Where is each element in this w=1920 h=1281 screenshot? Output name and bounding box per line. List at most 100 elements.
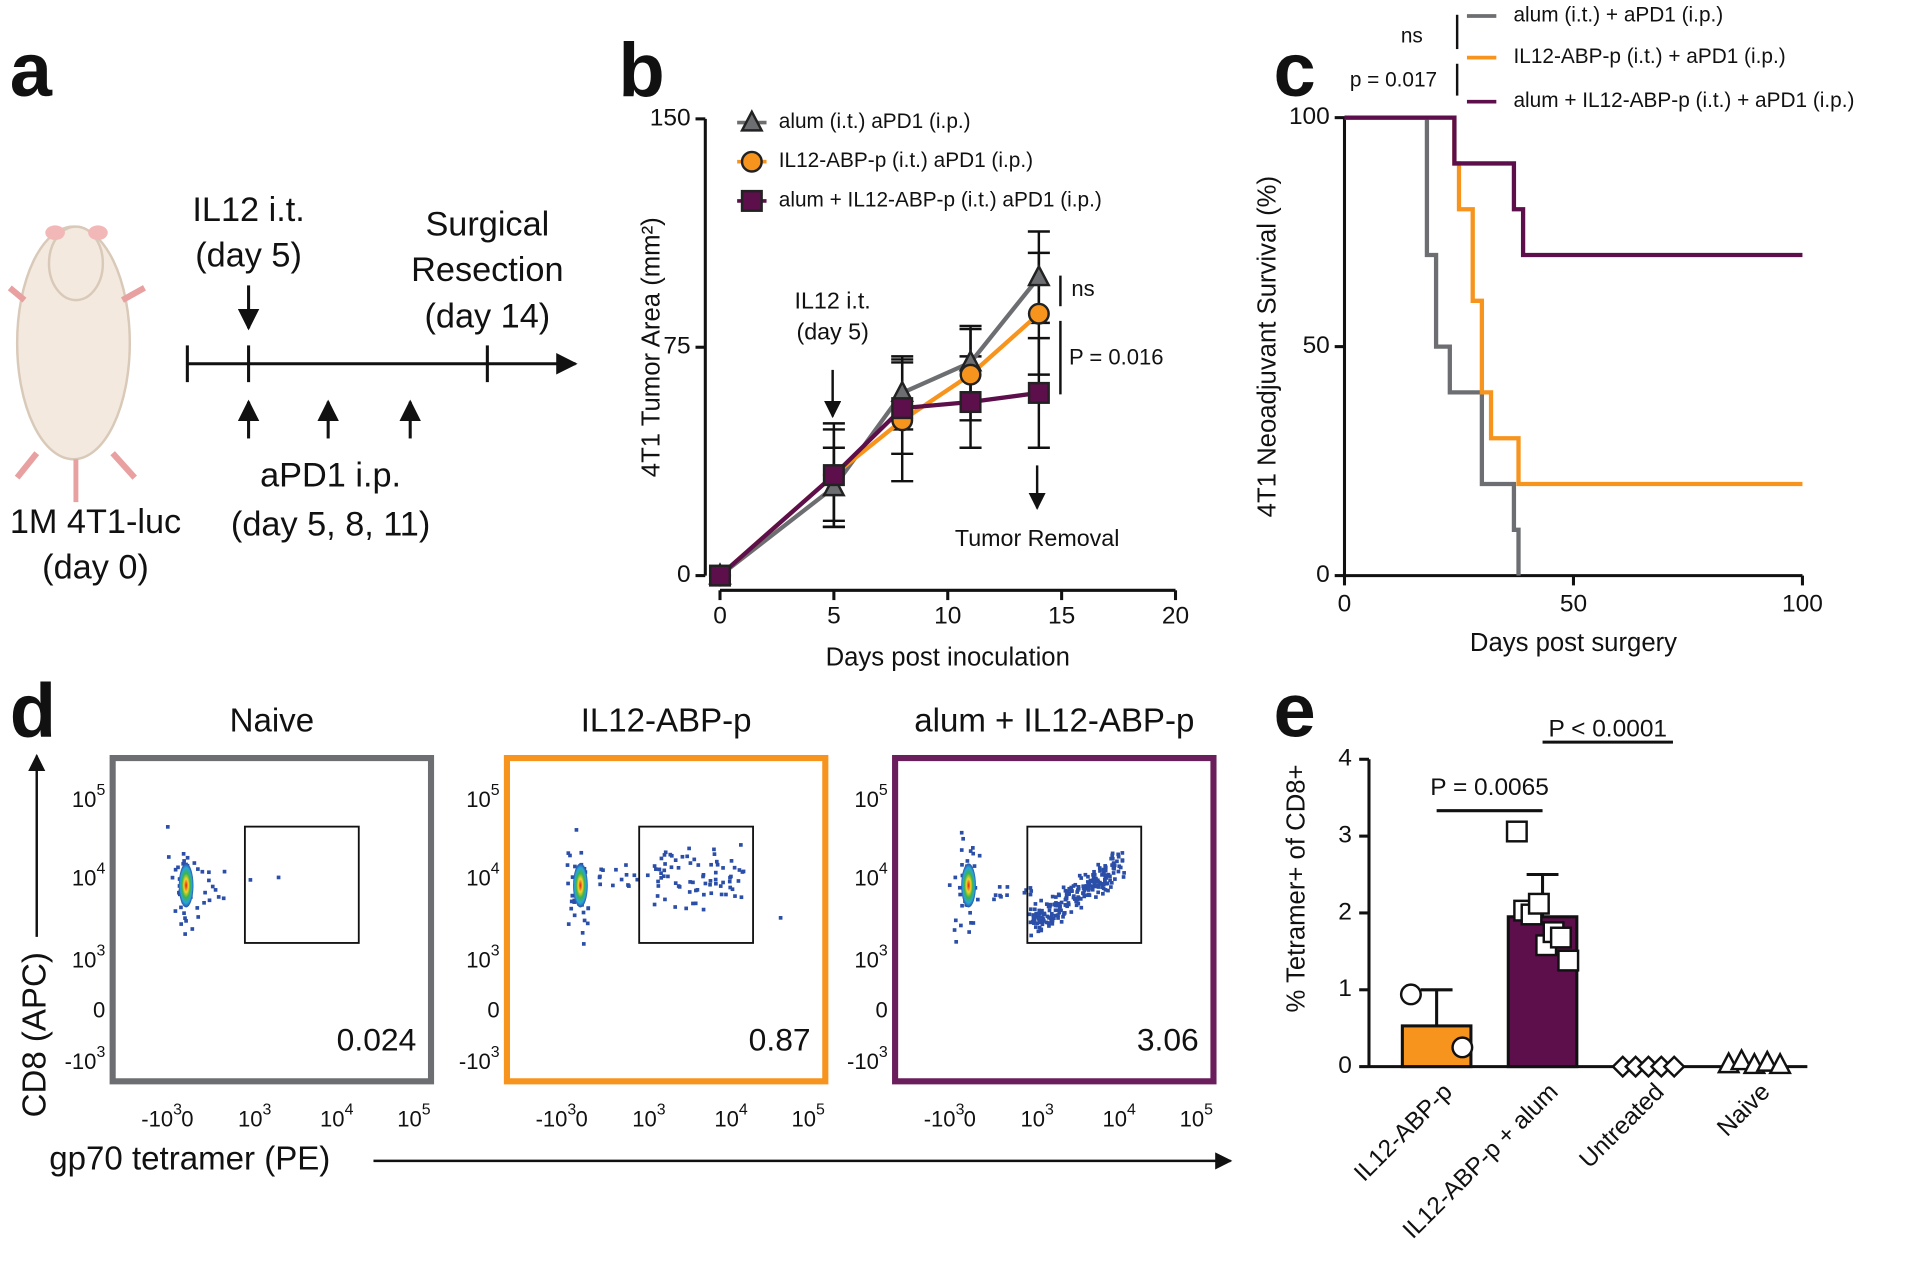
event-dot (1085, 880, 1090, 884)
x-tick-label: 103 (632, 1102, 666, 1131)
tick-base: 0 (93, 997, 105, 1022)
event-dot (569, 906, 574, 911)
event-dot (1106, 888, 1110, 893)
event-dot (684, 906, 689, 911)
annotation: Tumor Removal (955, 525, 1120, 551)
data-point (1549, 926, 1572, 949)
event-dot (733, 894, 737, 898)
y-tick-label: 2 (1338, 898, 1352, 925)
x-tick-label: 0 (181, 1106, 193, 1131)
event-dot (566, 881, 570, 886)
panel-label: c (1273, 28, 1315, 113)
event-dot (715, 862, 720, 867)
event-dot (1059, 908, 1063, 913)
y-axis-label: 4T1 Neoadjuvant Survival (%) (1253, 176, 1281, 517)
gate (243, 825, 360, 944)
event-dot (1081, 884, 1086, 889)
event-dot (581, 910, 586, 915)
event-dot (1049, 915, 1054, 919)
tick-exp: 3 (956, 1102, 965, 1119)
event-dot (1047, 915, 1051, 920)
event-dot (195, 906, 200, 910)
event-dot (663, 862, 667, 866)
event-dot (1056, 908, 1061, 913)
event-dot (957, 885, 962, 890)
event-dot (1029, 889, 1034, 893)
x-tick-label: 105 (791, 1102, 825, 1131)
event-dot (1056, 892, 1061, 897)
survival-curve (1344, 115, 1803, 258)
schematic-text: Resection (411, 251, 563, 289)
event-dot (184, 919, 188, 923)
data-point (1527, 892, 1550, 915)
event-dot (570, 875, 575, 879)
event-dot (652, 864, 657, 868)
event-dot (977, 853, 982, 858)
event-dot (1110, 851, 1115, 856)
event-dot (1040, 915, 1044, 920)
schematic-text: aPD1 i.p. (260, 457, 401, 495)
tick-base: 10 (854, 947, 879, 972)
event-dot (971, 921, 976, 925)
event-dot (1039, 928, 1044, 933)
event-dot (1032, 917, 1037, 922)
event-dot (1053, 913, 1057, 918)
tick-base: -10 (65, 1049, 97, 1074)
tick-exp: 5 (491, 782, 500, 799)
event-dot (598, 874, 602, 879)
survival-curve (1344, 115, 1803, 487)
event-dot (1103, 878, 1107, 882)
event-dot (1059, 920, 1064, 924)
event-dot (207, 878, 211, 883)
event-dot (1065, 904, 1070, 909)
marker (708, 564, 732, 587)
event-dot (181, 861, 186, 866)
event-dot (959, 848, 964, 852)
event-dot (1072, 897, 1077, 901)
event-dot (969, 920, 973, 925)
tick-base: 0 (964, 1106, 976, 1131)
event-dot (732, 865, 737, 870)
legend-marker (740, 150, 763, 173)
panel-label: b (618, 28, 664, 113)
event-dot (1047, 924, 1051, 928)
event-dot (207, 870, 211, 875)
event-dot (1083, 872, 1088, 877)
event-dot (574, 828, 579, 832)
event-dot (687, 846, 691, 851)
tick-exp: 5 (96, 782, 105, 799)
tick-exp: 4 (739, 1102, 748, 1119)
event-dot (1121, 875, 1126, 879)
event-dot (662, 853, 667, 857)
tick-exp: 3 (1045, 1102, 1054, 1119)
event-dot (657, 867, 662, 872)
event-dot (1057, 901, 1061, 906)
event-dot (1110, 856, 1115, 861)
event-dot (1047, 904, 1052, 909)
event-dot (1079, 876, 1084, 880)
event-dot (619, 877, 624, 882)
event-dot (1067, 886, 1072, 891)
event-dot (598, 882, 603, 887)
event-dot (1032, 915, 1037, 920)
event-dot (656, 884, 661, 888)
event-dot (1044, 920, 1049, 925)
x-tick-label: -103 (924, 1102, 965, 1131)
event-dot (737, 868, 742, 872)
schematic-text: 1M 4T1-luc (10, 503, 181, 541)
event-dot (210, 884, 215, 889)
plot-frame (892, 754, 1217, 1085)
event-dot (967, 930, 971, 934)
tick-base: 10 (72, 947, 97, 972)
event-dot (1041, 918, 1046, 922)
event-dot (1092, 869, 1096, 874)
tick-exp: 4 (96, 861, 105, 878)
event-dot (1093, 884, 1098, 889)
event-dot (572, 900, 577, 904)
event-dot (1056, 916, 1060, 920)
y-tick-label: 4 (1338, 745, 1352, 772)
event-dot (1092, 881, 1097, 885)
gate (638, 825, 754, 944)
tick-base: 10 (1180, 1106, 1205, 1131)
